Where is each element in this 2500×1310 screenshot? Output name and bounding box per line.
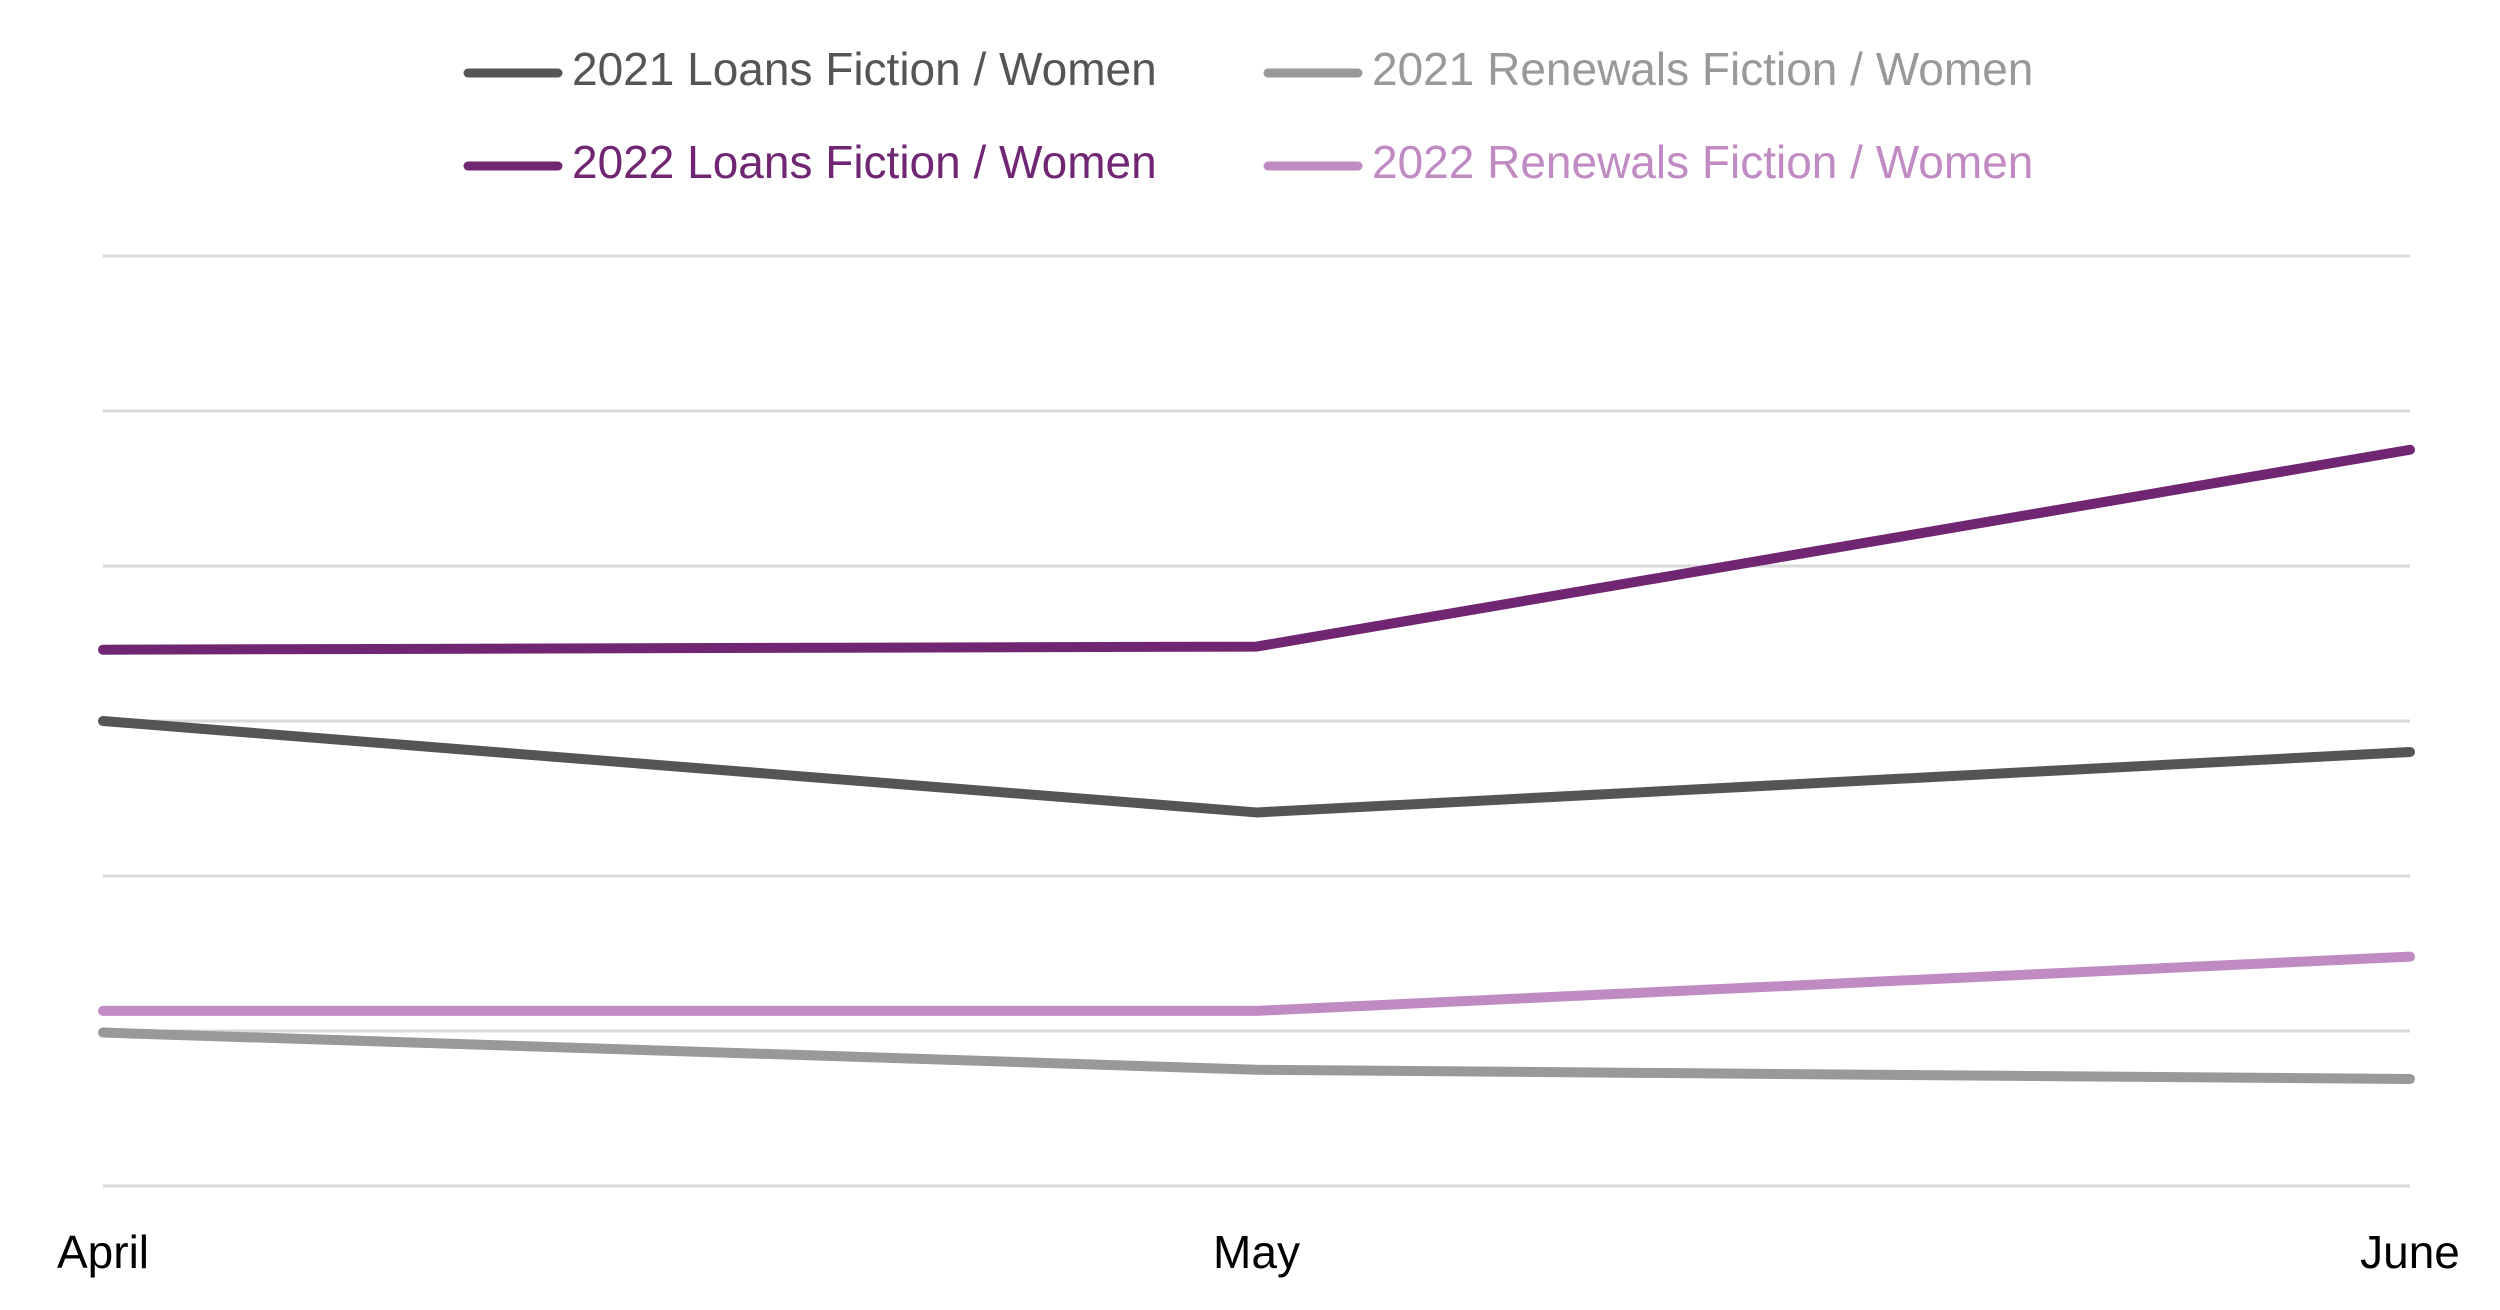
series-line-2021-renewals: [98, 1027, 2415, 1085]
series-line-2022-renewals: [98, 951, 2415, 1016]
x-axis-tick-labels: April May June: [57, 1226, 2460, 1278]
legend-label-2022-renewals: 2022 Renewals Fiction / Women: [1372, 136, 2033, 188]
series-group: [98, 444, 2415, 1085]
legend-label-2021-loans: 2021 Loans Fiction / Women: [572, 43, 1157, 95]
legend: 2021 Loans Fiction / Women 2021 Renewals…: [463, 43, 2033, 188]
legend-item-2022-renewals: 2022 Renewals Fiction / Women: [1263, 136, 2033, 188]
series-line-2021-loans: [98, 716, 2415, 818]
series-line-2022-loans: [98, 444, 2415, 655]
legend-item-2021-loans: 2021 Loans Fiction / Women: [463, 43, 1157, 95]
legend-item-2022-loans: 2022 Loans Fiction / Women: [463, 136, 1157, 188]
legend-label-2021-renewals: 2021 Renewals Fiction / Women: [1372, 43, 2033, 95]
legend-label-2022-loans: 2022 Loans Fiction / Women: [572, 136, 1157, 188]
x-tick-label: April: [57, 1226, 149, 1278]
gridlines: [103, 254, 2410, 1188]
legend-item-2021-renewals: 2021 Renewals Fiction / Women: [1263, 43, 2033, 95]
x-tick-label: June: [2360, 1226, 2460, 1278]
x-tick-label: May: [1213, 1226, 1300, 1278]
